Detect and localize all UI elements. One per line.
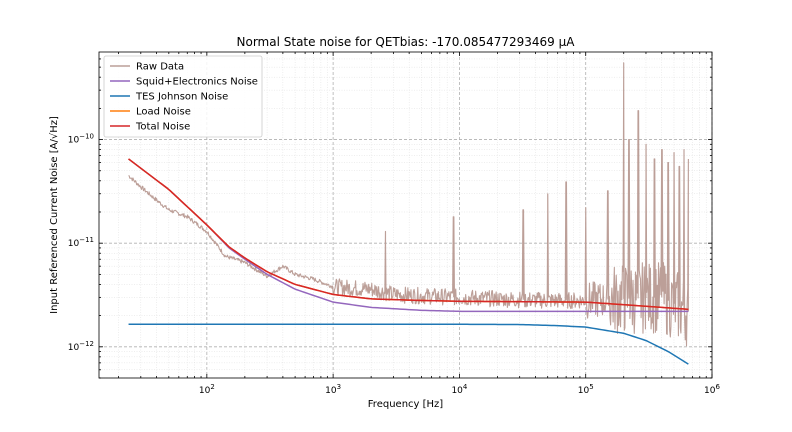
legend-label: Load Noise xyxy=(136,107,191,118)
axis-ticks: 102 103 104 105 106 10−12 10−11 10−10 xyxy=(68,52,720,396)
y-tick-label: 10−12 xyxy=(68,340,94,353)
y-tick-label: 10−11 xyxy=(68,236,94,249)
legend-label: Total Noise xyxy=(135,122,190,133)
series-total-noise xyxy=(128,158,689,311)
plot-area xyxy=(128,62,689,365)
y-axis-label: Input Referenced Current Noise [A/√Hz] xyxy=(49,116,60,314)
plot-frame xyxy=(98,51,713,379)
x-tick-label: 103 xyxy=(325,383,341,396)
legend-label: Raw Data xyxy=(136,62,184,73)
legend-box xyxy=(103,55,263,138)
legend-label: Squid+Electronics Noise xyxy=(136,77,258,88)
legend-label: TES Johnson Noise xyxy=(135,92,228,103)
x-axis-label: Frequency [Hz] xyxy=(368,399,444,410)
legend: Raw Data Squid+Electronics Noise TES Johns… xyxy=(103,55,263,138)
y-tick-label: 10−10 xyxy=(68,133,94,146)
series-tes-johnson-noise xyxy=(128,323,689,365)
x-tick-label: 105 xyxy=(578,383,594,396)
chart-title: Normal State noise for QETbias: -170.085… xyxy=(237,35,576,49)
x-tick-label: 104 xyxy=(451,383,467,396)
x-tick-label: 102 xyxy=(199,383,215,396)
series-layer xyxy=(128,62,689,365)
x-tick-label: 106 xyxy=(704,383,720,396)
